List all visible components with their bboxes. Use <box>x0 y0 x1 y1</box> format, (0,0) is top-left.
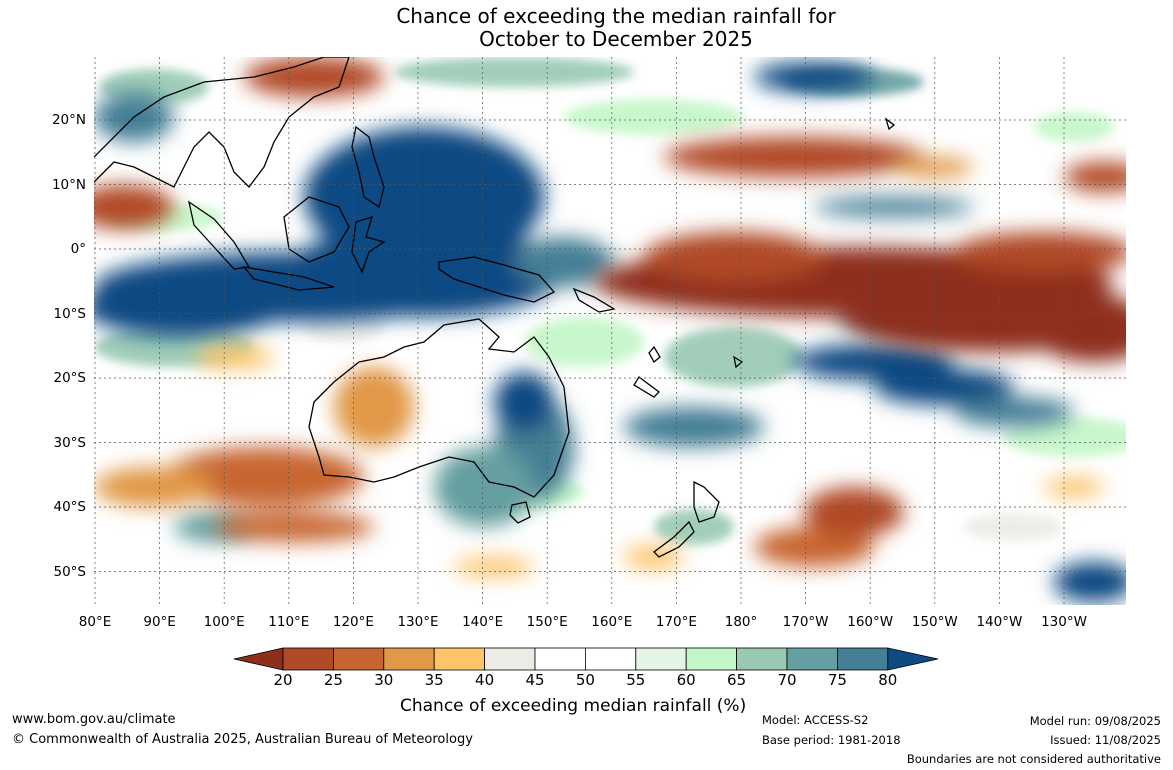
colorbar-tick-label: 20 <box>273 671 293 689</box>
longitude-label: 170°W <box>782 614 829 630</box>
colorbar-segment <box>736 647 788 671</box>
issued-text: Issued: 11/08/2025 <box>1050 733 1161 747</box>
longitude-label: 130°W <box>1041 614 1087 630</box>
longitude-label: 90°E <box>143 614 176 630</box>
longitude-label: 150°E <box>526 614 568 630</box>
rainfall-map <box>94 57 1126 605</box>
tasmania-coast <box>509 501 531 524</box>
title-line-1: Chance of exceeding the median rainfall … <box>396 4 836 28</box>
base-period-text: Base period: 1981-2018 <box>762 733 901 747</box>
borneo-coast <box>283 196 350 263</box>
colorbar-segment <box>584 647 637 671</box>
rainfall-probability-field <box>94 57 1126 602</box>
model-run-text: Model run: 09/08/2025 <box>1029 714 1161 728</box>
vanuatu-coast <box>648 345 661 364</box>
colorbar-segment <box>484 647 536 671</box>
colorbar-tick-label: 80 <box>878 671 898 689</box>
colorbar-tick-label: 70 <box>777 671 797 689</box>
longitude-label: 160°W <box>847 614 894 630</box>
new-caledonia-coast <box>633 376 660 398</box>
longitude-label: 150°W <box>911 614 958 630</box>
australia-coast <box>308 318 570 498</box>
longitude-label: 140°W <box>976 614 1023 630</box>
disclaimer-text: Boundaries are not considered authoritat… <box>906 752 1161 766</box>
longitude-label: 140°E <box>462 614 504 630</box>
sulawesi-coast <box>351 216 386 274</box>
colorbar-segment <box>635 647 687 671</box>
colorbar-tick-label: 30 <box>374 671 394 689</box>
colorbar-tick-label: 50 <box>575 671 595 689</box>
map-title: Chance of exceeding the median rainfall … <box>0 5 1173 51</box>
longitude-label: 120°E <box>332 614 374 630</box>
colorbar-tick-label: 25 <box>323 671 343 689</box>
colorbar-segment <box>685 647 738 671</box>
longitude-label: 180° <box>724 614 758 630</box>
colorbar-segment <box>383 647 435 671</box>
longitude-label: 110°E <box>268 614 310 630</box>
latitude-label: 40°S <box>53 499 87 515</box>
colorbar-segment <box>333 647 385 671</box>
hawaii-coast <box>884 117 896 131</box>
sumatra-coast <box>188 200 251 270</box>
latitude-label: 10°S <box>53 305 87 322</box>
colorbar-tick-label: 60 <box>676 671 696 689</box>
java-coast <box>242 266 335 291</box>
colorbar-low-extend <box>233 647 284 671</box>
colorbar-segment <box>786 647 838 671</box>
colorbar-tick-label: 40 <box>475 671 495 689</box>
colorbar-tick-label: 55 <box>626 671 646 689</box>
nz-south-island-coast <box>653 520 695 558</box>
colorbar-tick-label: 75 <box>827 671 847 689</box>
colorbar-tick-label: 45 <box>525 671 545 689</box>
latitude-label: 20°N <box>51 112 86 128</box>
colorbar-segment <box>837 647 889 671</box>
coastlines <box>94 57 896 558</box>
colorbar-high-extend <box>887 647 939 671</box>
new-guinea-coast <box>438 256 556 303</box>
latitude-label: 0° <box>70 241 86 257</box>
map-gridlines <box>94 57 1126 605</box>
fiji-coast <box>733 355 744 369</box>
copyright-text: © Commonwealth of Australia 2025, Austra… <box>12 732 473 747</box>
website-link[interactable]: www.bom.gov.au/climate <box>12 712 176 727</box>
solomon-islands-coast <box>572 287 616 313</box>
colorbar-segment <box>534 647 586 671</box>
colorbar <box>233 647 939 671</box>
colorbar-segment <box>282 647 334 671</box>
longitude-label: 160°E <box>591 614 633 630</box>
colorbar-segment <box>433 647 485 671</box>
latitude-label: 10°N <box>51 176 86 193</box>
model-text: Model: ACCESS-S2 <box>762 713 869 727</box>
longitude-label: 80°E <box>78 614 112 630</box>
longitude-label: 170°E <box>655 614 697 630</box>
colorbar-tick-label: 35 <box>424 671 444 689</box>
title-line-2: October to December 2025 <box>479 27 753 51</box>
longitude-label: 100°E <box>203 614 245 630</box>
colorbar-label: Chance of exceeding median rainfall (%) <box>400 696 747 716</box>
colorbar-tick-label: 65 <box>727 671 747 689</box>
latitude-label: 20°S <box>53 370 87 386</box>
longitude-label: 130°E <box>397 614 439 630</box>
latitude-label: 50°S <box>53 563 87 580</box>
latitude-label: 30°S <box>53 434 87 451</box>
philippines-coast <box>351 125 385 209</box>
se-asia-coast <box>94 57 350 188</box>
